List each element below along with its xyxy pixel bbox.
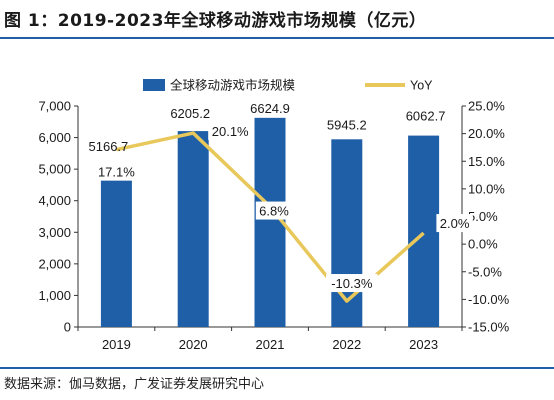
yoy-value-label: 20.1% — [212, 124, 249, 139]
legend-label-line: YoY — [410, 79, 433, 93]
y2-tick-label: 25.0% — [468, 99, 505, 114]
y-tick-label: 5,000 — [38, 162, 71, 177]
yoy-value-label: 17.1% — [98, 165, 135, 180]
yoy-value-label: -10.3% — [331, 276, 373, 291]
title-rule — [0, 37, 554, 39]
y-tick-label: 6,000 — [38, 130, 71, 145]
x-tick-label: 2023 — [409, 337, 438, 352]
x-tick-label: 2019 — [102, 337, 131, 352]
yoy-label-box — [255, 201, 293, 220]
x-tick-label: 2020 — [179, 337, 208, 352]
source-note: 数据来源：伽马数据，广发证券发展研究中心 — [4, 377, 265, 392]
y2-tick-label: 15.0% — [468, 154, 505, 169]
y2-tick-label: -5.0% — [468, 264, 502, 279]
y-tick-label: 7,000 — [38, 99, 71, 114]
bar — [254, 117, 286, 328]
y2-tick-label: 0.0% — [468, 237, 498, 252]
yoy-value-label: 6.8% — [259, 204, 289, 219]
y2-tick-label: 5.0% — [468, 209, 498, 224]
yoy-label-box — [94, 162, 139, 181]
x-tick-label: 2021 — [256, 337, 285, 352]
bar-value-label: 5166.7 — [89, 139, 129, 154]
yoy-label-box — [436, 214, 473, 233]
bars — [100, 117, 440, 328]
source-rule — [0, 367, 554, 369]
bar-value-label: 6062.7 — [406, 109, 446, 124]
y2-tick-label: 10.0% — [468, 181, 505, 196]
bar-value-label: 5945.2 — [327, 117, 367, 132]
bar-value-label: 6205.2 — [170, 106, 210, 121]
y-tick-label: 0 — [64, 320, 71, 335]
x-tick-label: 2022 — [332, 337, 361, 352]
figure-title: 图 1：2019-2023年全球移动游戏市场规模（亿元） — [4, 11, 427, 31]
y-tick-label: 4,000 — [38, 193, 71, 208]
y-tick-label: 2,000 — [38, 256, 71, 271]
data-labels: 5166.7 6205.2 6624.9 5945.2 6062.7 17.1% 20.1%… — [89, 101, 473, 293]
bar-value-label: 6624.9 — [250, 101, 290, 116]
bar — [331, 139, 363, 327]
yoy-value-label: 2.0% — [440, 216, 470, 231]
yoy-label-box — [326, 274, 378, 293]
bar — [408, 135, 440, 327]
yoy-label-box — [208, 122, 253, 141]
legend-label-bar: 全球移动游戏市场规模 — [170, 78, 296, 93]
y-tick-label: 1,000 — [38, 288, 71, 303]
bar — [177, 131, 209, 327]
y2-tick-label: 20.0% — [468, 126, 505, 141]
bar — [100, 163, 132, 327]
legend: 全球移动游戏市场规模 YoY — [143, 78, 433, 93]
y2-tick-label: -15.0% — [468, 320, 510, 335]
legend-swatch-bar — [143, 79, 165, 91]
y2-tick-label: -10.0% — [468, 292, 510, 307]
y-tick-label: 3,000 — [38, 225, 71, 240]
